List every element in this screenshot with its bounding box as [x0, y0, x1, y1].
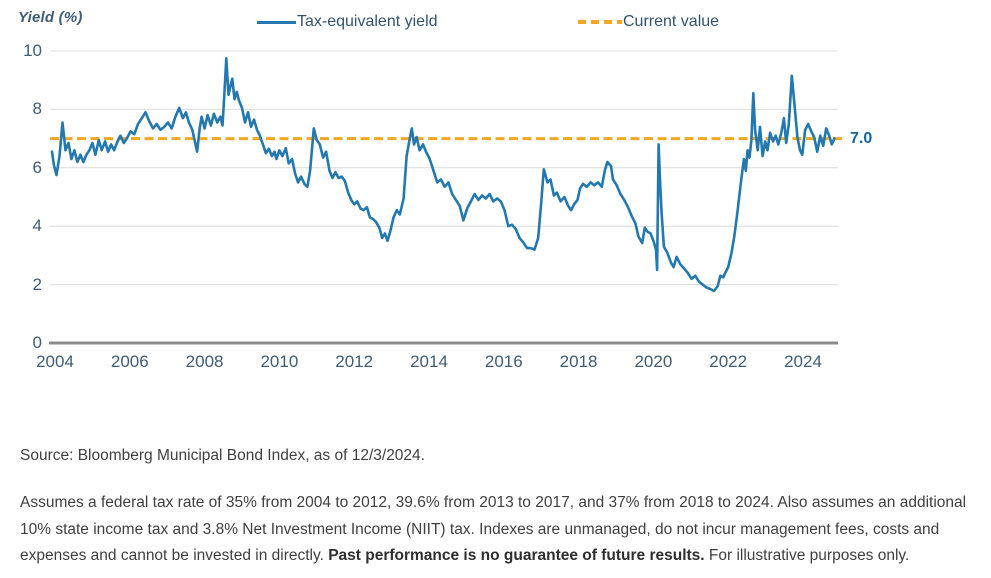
y-tick-label: 10 — [23, 41, 42, 60]
disclosure-part-2: For illustrative purposes only. — [704, 547, 910, 564]
x-tick-label: 2004 — [36, 352, 74, 371]
legend-label: Current value — [623, 13, 720, 30]
x-tick-label: 2022 — [709, 352, 748, 371]
y-tick-label: 4 — [32, 216, 42, 236]
solid-line-swatch-icon — [257, 20, 296, 24]
legend-item-current-value: Current value — [578, 12, 719, 32]
y-axis-title: Yield (%) — [18, 9, 83, 26]
disclosure-bold: Past performance is no guarantee of futu… — [328, 547, 705, 564]
legend-item-tax-equivalent-yield: Tax-equivalent yield — [257, 12, 438, 32]
chart-legend: Tax-equivalent yield Current value — [0, 12, 991, 32]
footer: Source: Bloomberg Municipal Bond Index, … — [20, 447, 972, 570]
disclosure-text: Assumes a federal tax rate of 35% from 2… — [20, 490, 972, 570]
dashed-line-swatch-icon — [578, 20, 622, 24]
x-tick-label: 2012 — [335, 352, 374, 371]
plot-area — [49, 50, 846, 345]
y-tick-label: 8 — [32, 99, 42, 119]
source-text: Source: Bloomberg Municipal Bond Index, … — [20, 447, 425, 464]
x-tick-label: 2014 — [410, 352, 448, 371]
x-tick-label: 2016 — [484, 352, 523, 371]
disclosure-part-1: Assumes a federal tax rate of 35% from 2… — [20, 494, 967, 564]
yield-chart: Yield (%) Tax-equivalent yield Current v… — [0, 9, 991, 371]
x-tick-label: 2006 — [110, 352, 149, 371]
current-value-label: 7.0 — [850, 130, 873, 147]
x-tick-label: 2018 — [559, 352, 598, 371]
x-tick-label: 2020 — [634, 352, 673, 371]
legend-label: Tax-equivalent yield — [297, 13, 438, 30]
x-tick-label: 2024 — [784, 352, 822, 371]
y-tick-label: 6 — [32, 157, 42, 177]
x-tick-label: 2008 — [185, 352, 224, 371]
x-tick-label: 2010 — [260, 352, 299, 371]
y-tick-label: 2 — [32, 274, 42, 294]
y-tick-label: 0 — [32, 333, 42, 352]
